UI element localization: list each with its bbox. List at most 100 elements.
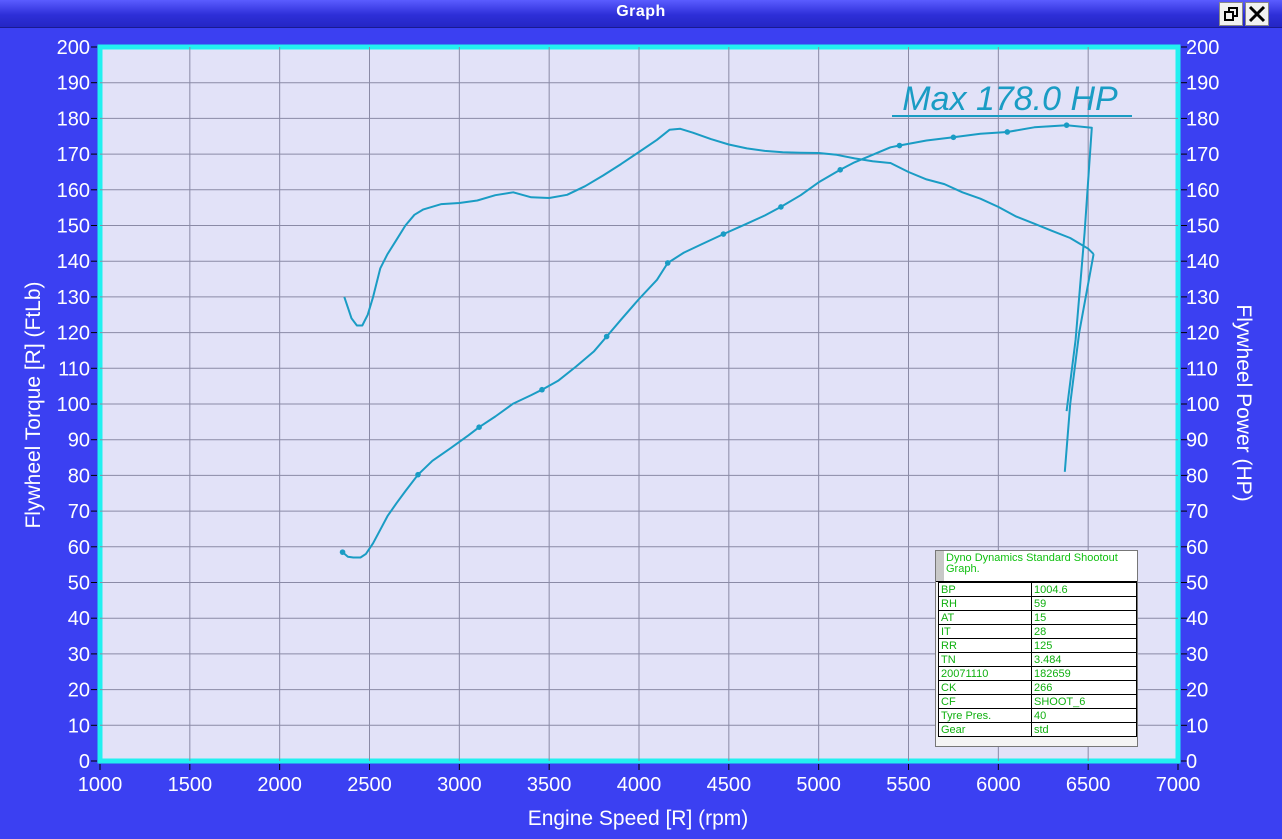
y-right-tick-label: 130: [1186, 287, 1219, 309]
y-right-tick-label: 190: [1186, 73, 1219, 95]
y-right-tick-label: 180: [1186, 108, 1219, 130]
x-tick-label: 4000: [617, 774, 662, 796]
y-left-tick-label: 30: [68, 644, 90, 666]
y-right-tick-label: 40: [1186, 608, 1208, 630]
info-row: AT 15: [938, 610, 1137, 625]
info-key: RH: [938, 596, 1032, 611]
y-axis-right-label: Flywheel Power (HP): [1232, 304, 1255, 501]
power-curve: [341, 124, 1093, 559]
power-marker: [476, 424, 482, 431]
y-axis-left-label: Flywheel Torque [R] (FtLb): [22, 281, 45, 528]
y-right-tick-label: 0: [1186, 751, 1197, 773]
x-tick-label: 4500: [707, 774, 752, 796]
x-tick-label: 2000: [257, 774, 302, 796]
y-left-tick-label: 110: [58, 358, 90, 380]
info-key: RR: [938, 638, 1032, 653]
y-left-tick-label: 70: [68, 501, 90, 523]
info-row: RR 125: [938, 638, 1137, 653]
info-key: AT: [938, 610, 1032, 625]
info-value: 15: [1031, 610, 1137, 625]
x-tick-label: 6500: [1066, 774, 1111, 796]
power-marker: [603, 333, 610, 340]
power-marker: [1004, 129, 1011, 135]
y-left-tick-label: 190: [57, 73, 90, 95]
info-value: 125: [1031, 638, 1137, 653]
y-right-tick-label: 20: [1186, 680, 1208, 702]
info-value: 266: [1031, 680, 1137, 695]
y-right-tick-label: 110: [1186, 358, 1218, 380]
close-button[interactable]: [1245, 2, 1269, 26]
info-row: IT 28: [938, 624, 1137, 639]
info-row: CK 266: [938, 680, 1137, 695]
info-row: BP 1004.6: [938, 582, 1137, 597]
info-row: 20071110 182659: [938, 666, 1137, 681]
info-value: 182659: [1031, 666, 1137, 681]
power-marker: [539, 386, 545, 393]
window-title: Graph: [616, 3, 666, 20]
info-key: TN: [938, 652, 1032, 667]
y-right-tick-label: 160: [1186, 180, 1219, 202]
info-value: 28: [1031, 624, 1137, 639]
y-right-tick-label: 30: [1186, 644, 1208, 666]
y-left-tick-label: 100: [57, 394, 90, 416]
y-right-tick-label: 50: [1186, 573, 1208, 595]
info-row: RH 59: [938, 596, 1137, 611]
info-row: TN 3.484: [938, 652, 1137, 667]
y-left-tick-label: 140: [57, 251, 90, 273]
power-marker: [1063, 122, 1070, 128]
info-box-header: Dyno Dynamics Standard Shootout Graph.: [936, 551, 1137, 582]
y-right-tick-label: 120: [1186, 323, 1219, 345]
y-left-tick-label: 150: [57, 216, 90, 238]
info-row: Tyre Pres. 40: [938, 708, 1137, 723]
restore-button[interactable]: [1219, 2, 1243, 26]
info-value: SHOOT_6: [1031, 694, 1137, 709]
y-left-tick-label: 60: [68, 537, 90, 559]
y-left-tick-label: 0: [79, 751, 90, 773]
y-right-tick-label: 170: [1186, 144, 1219, 166]
x-tick-label: 6000: [976, 774, 1021, 796]
y-left-tick-label: 130: [57, 287, 90, 309]
power-marker: [720, 231, 727, 237]
y-left-tick-label: 200: [57, 37, 90, 59]
power-marker: [664, 260, 671, 266]
power-marker: [896, 142, 903, 149]
power-curve: [1063, 253, 1095, 472]
y-left-tick-label: 180: [57, 108, 90, 130]
y-left-tick-label: 80: [68, 465, 90, 487]
info-key: 20071110: [938, 666, 1032, 681]
x-tick-label: 1500: [168, 774, 213, 796]
y-left-tick-label: 10: [68, 715, 90, 737]
info-box-title: Dyno Dynamics Standard Shootout Graph.: [946, 552, 1118, 575]
info-key: IT: [938, 624, 1032, 639]
x-tick-label: 3000: [437, 774, 482, 796]
x-tick-label: 1000: [78, 774, 123, 796]
power-marker: [415, 471, 421, 478]
power-marker: [339, 549, 346, 555]
x-axis-label: Engine Speed [R] (rpm): [528, 807, 749, 830]
title-bar[interactable]: Graph: [0, 0, 1282, 28]
info-key: CK: [938, 680, 1032, 695]
x-tick-label: 5500: [886, 774, 931, 796]
y-right-tick-label: 200: [1186, 37, 1219, 59]
max-hp-annotation: Max 178.0 HP: [902, 80, 1118, 118]
restore-icon: [1224, 7, 1238, 21]
y-left-tick-label: 50: [68, 573, 90, 595]
x-tick-label: 2500: [347, 774, 392, 796]
info-row: Gear std: [938, 722, 1137, 737]
y-left-tick-label: 170: [57, 144, 90, 166]
info-table: BP 1004.6 RH 59 AT 15 IT 28 RR 125 TN 3.484 20071110…: [938, 582, 1137, 737]
info-key: Gear: [938, 722, 1032, 737]
y-left-tick-label: 40: [68, 608, 90, 630]
y-right-tick-label: 90: [1186, 430, 1208, 452]
info-row: CF SHOOT_6: [938, 694, 1137, 709]
y-right-tick-label: 150: [1186, 216, 1219, 238]
y-right-tick-label: 70: [1186, 501, 1208, 523]
info-value: 3.484: [1031, 652, 1137, 667]
y-right-tick-label: 60: [1186, 537, 1208, 559]
y-left-tick-label: 20: [68, 680, 90, 702]
y-right-tick-label: 80: [1186, 465, 1208, 487]
y-right-tick-label: 140: [1186, 251, 1219, 273]
info-box: Dyno Dynamics Standard Shootout Graph. B…: [935, 550, 1138, 747]
y-right-tick-label: 100: [1186, 394, 1219, 416]
